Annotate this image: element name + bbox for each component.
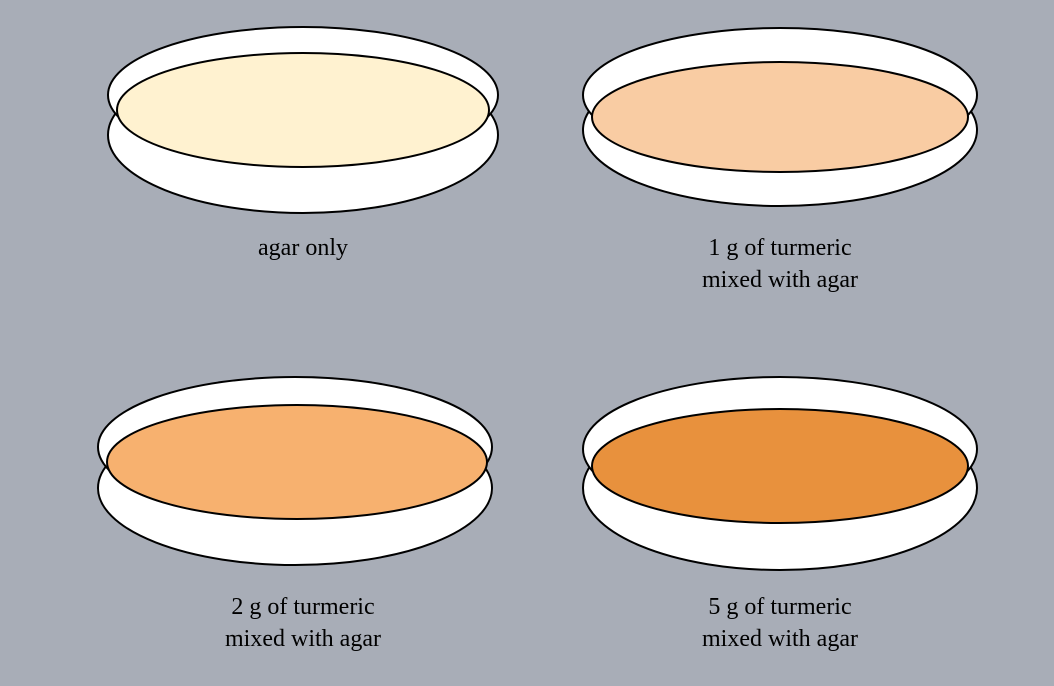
caption-5g-turmeric: 5 g of turmeric mixed with agar xyxy=(620,591,940,655)
caption-line: 5 g of turmeric xyxy=(708,594,852,620)
caption-line: mixed with agar xyxy=(225,626,381,652)
caption-line: 1 g of turmeric xyxy=(708,235,852,261)
petri-dish-2g-turmeric xyxy=(97,376,493,566)
agar-surface xyxy=(591,61,969,173)
caption-agar-only: agar only xyxy=(143,232,463,264)
agar-surface xyxy=(106,404,488,520)
caption-line: mixed with agar xyxy=(702,626,858,652)
agar-surface xyxy=(591,408,969,524)
petri-dish-agar-only xyxy=(107,26,499,214)
caption-2g-turmeric: 2 g of turmeric mixed with agar xyxy=(143,591,463,655)
petri-dish-1g-turmeric xyxy=(582,27,978,207)
petri-dish-5g-turmeric xyxy=(582,376,978,571)
caption-line: agar only xyxy=(258,235,348,261)
agar-surface xyxy=(116,52,490,168)
caption-line: 2 g of turmeric xyxy=(231,594,375,620)
caption-line: mixed with agar xyxy=(702,267,858,293)
caption-1g-turmeric: 1 g of turmeric mixed with agar xyxy=(620,232,940,296)
